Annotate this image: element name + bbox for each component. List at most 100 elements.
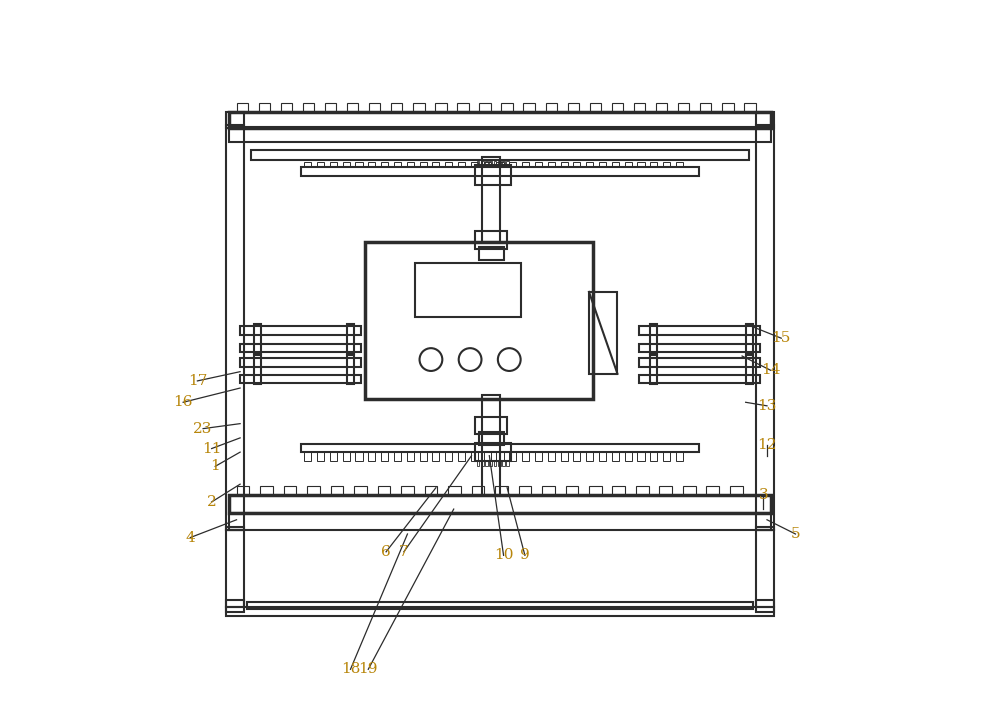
Text: 3: 3 [759, 488, 768, 502]
Bar [368, 162, 375, 167]
Bar [394, 452, 401, 461]
Bar [489, 161, 492, 165]
Bar [254, 355, 261, 384]
Bar [378, 486, 390, 495]
Bar [502, 161, 505, 165]
Bar [425, 486, 437, 495]
Bar [325, 103, 336, 112]
Bar [637, 452, 645, 461]
Bar [590, 103, 601, 112]
Bar [496, 162, 504, 167]
Bar [401, 486, 414, 495]
Text: 7: 7 [399, 545, 409, 559]
Bar [659, 486, 672, 495]
Text: 23: 23 [193, 422, 213, 436]
Bar [347, 324, 354, 354]
Bar [700, 103, 711, 112]
Bar [501, 103, 513, 112]
Bar [586, 452, 593, 461]
Bar [612, 486, 625, 495]
Bar [240, 326, 361, 335]
Text: 11: 11 [202, 441, 221, 456]
Bar [506, 461, 509, 466]
Bar [485, 461, 488, 466]
Bar [354, 486, 367, 495]
Bar [663, 162, 670, 167]
Bar [636, 486, 649, 495]
Bar [457, 103, 469, 112]
Bar [365, 242, 593, 399]
Bar [498, 461, 501, 466]
Text: 1: 1 [210, 459, 220, 473]
Bar [301, 167, 699, 176]
Bar [535, 162, 542, 167]
Bar [381, 162, 388, 167]
Bar [237, 486, 249, 495]
Bar [479, 103, 491, 112]
Bar [494, 461, 496, 466]
Bar [475, 417, 507, 434]
Bar [756, 527, 774, 530]
Bar [226, 125, 244, 530]
Text: 6: 6 [381, 545, 391, 559]
Bar [347, 355, 354, 384]
Bar [226, 600, 244, 607]
Bar [599, 452, 606, 461]
Bar [481, 161, 484, 165]
Bar [229, 127, 771, 142]
Bar [226, 112, 244, 128]
Bar [639, 375, 760, 383]
Bar [506, 161, 509, 165]
Bar [394, 162, 401, 167]
Bar [568, 103, 579, 112]
Bar [247, 602, 753, 609]
Bar [484, 452, 491, 461]
Bar [445, 162, 452, 167]
Bar [639, 358, 760, 367]
Bar [368, 452, 375, 461]
Bar [471, 452, 478, 461]
Bar [599, 162, 606, 167]
Bar [573, 452, 580, 461]
Bar [260, 486, 273, 495]
Bar [494, 161, 496, 165]
Bar [522, 162, 529, 167]
Bar [479, 247, 504, 260]
Bar [259, 103, 270, 112]
Bar [625, 452, 632, 461]
Bar [240, 375, 361, 383]
Text: 14: 14 [761, 363, 780, 377]
Bar [415, 263, 521, 317]
Bar [561, 162, 568, 167]
Bar [381, 452, 388, 461]
Bar [432, 162, 439, 167]
Bar [448, 486, 461, 495]
Bar [519, 486, 531, 495]
Bar [756, 600, 774, 607]
Bar [482, 395, 500, 495]
Bar [420, 162, 427, 167]
Bar [237, 103, 248, 112]
Text: 2: 2 [207, 495, 217, 509]
Bar [420, 452, 427, 461]
Bar [226, 530, 244, 612]
Bar [317, 162, 324, 167]
Bar [612, 452, 619, 461]
Bar [678, 103, 689, 112]
Bar [484, 162, 491, 167]
Bar [475, 443, 511, 461]
Bar [586, 162, 593, 167]
Bar [650, 162, 657, 167]
Bar [254, 324, 261, 354]
Bar [650, 452, 657, 461]
Bar [475, 231, 507, 249]
Bar [301, 444, 699, 452]
Bar [343, 452, 350, 461]
Bar [498, 161, 501, 165]
Bar [303, 103, 314, 112]
Bar [522, 452, 529, 461]
Bar [548, 452, 555, 461]
Bar [634, 103, 645, 112]
Bar [656, 103, 667, 112]
Bar [226, 527, 244, 530]
